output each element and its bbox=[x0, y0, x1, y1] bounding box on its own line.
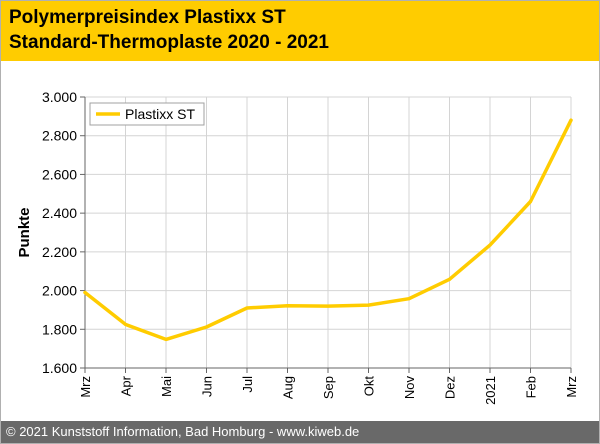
chart-footer: © 2021 Kunststoff Information, Bad Hombu… bbox=[1, 421, 599, 443]
x-tick-label: Mrz bbox=[78, 376, 93, 398]
data-point bbox=[529, 200, 532, 204]
y-tick-label: 3.000 bbox=[42, 89, 77, 105]
y-tick-label: 2.200 bbox=[42, 244, 77, 260]
data-point bbox=[245, 306, 249, 310]
chart-title-line-2: Standard-Thermoplaste 2020 - 2021 bbox=[9, 32, 329, 53]
x-tick-label: Feb bbox=[524, 376, 539, 398]
y-tick-label: 2.000 bbox=[42, 283, 77, 299]
data-point bbox=[488, 243, 492, 247]
chart-title-line-1: Polymerpreisindex Plastixx ST bbox=[9, 7, 286, 28]
x-tick-label: Nov bbox=[402, 376, 417, 400]
y-tick-label: 1.600 bbox=[42, 360, 77, 376]
x-tick-label: Aug bbox=[281, 376, 296, 399]
data-point bbox=[367, 303, 370, 307]
data-point bbox=[205, 325, 208, 329]
x-tick-label: Jul bbox=[240, 376, 255, 393]
data-point bbox=[164, 337, 168, 341]
data-point bbox=[286, 304, 289, 308]
x-tick-label: Mai bbox=[159, 376, 174, 397]
legend-label: Plastixx ST bbox=[125, 106, 195, 122]
x-tick-label: Dez bbox=[443, 376, 458, 399]
line-chart: 1.600 1.800 2.000 2.200 2.400 2.600 2.800 3.000… bbox=[16, 89, 579, 405]
y-axis-label: Punkte bbox=[16, 207, 33, 257]
y-tick-label: 2.800 bbox=[42, 128, 77, 144]
x-tick-label: Okt bbox=[362, 376, 377, 397]
copyright-text: © 2021 Kunststoff Information, Bad Hombu… bbox=[6, 424, 360, 439]
x-tick-label: Apr bbox=[119, 375, 134, 396]
data-point bbox=[83, 291, 87, 295]
y-tick-label: 2.400 bbox=[42, 205, 77, 221]
y-tick-label: 2.600 bbox=[42, 166, 77, 182]
data-point bbox=[448, 277, 451, 281]
x-tick-label: 2021 bbox=[483, 376, 498, 405]
chart-header: Polymerpreisindex Plastixx ST Standard-T… bbox=[1, 1, 599, 61]
legend-box bbox=[89, 102, 205, 126]
y-tick-label: 1.800 bbox=[42, 321, 77, 337]
x-tick-label: Mrz bbox=[564, 376, 579, 398]
data-point bbox=[407, 297, 411, 301]
data-point bbox=[124, 322, 127, 326]
data-point bbox=[569, 118, 573, 122]
x-tick-label: Jun bbox=[200, 376, 215, 397]
data-point bbox=[326, 304, 330, 308]
x-tick-label: Sep bbox=[321, 376, 336, 399]
